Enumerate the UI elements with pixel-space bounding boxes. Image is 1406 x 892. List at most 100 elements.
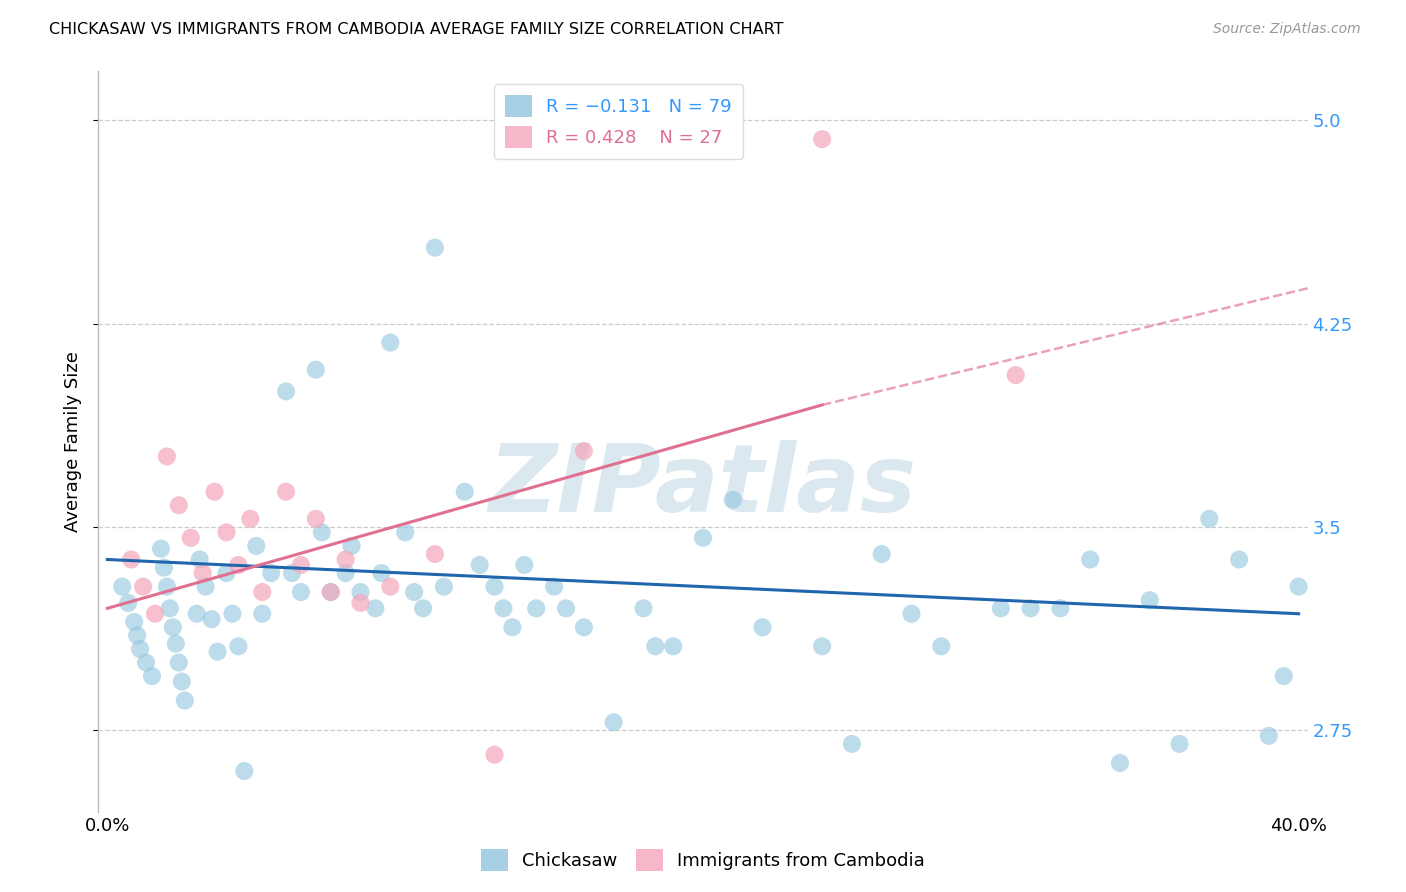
Point	[1139, 593, 1161, 607]
Point	[870, 547, 893, 561]
Point	[524, 601, 547, 615]
Point	[290, 585, 312, 599]
Point	[423, 241, 446, 255]
Point	[129, 642, 152, 657]
Point	[204, 484, 226, 499]
Point	[245, 539, 267, 553]
Y-axis label: Average Family Size: Average Family Size	[65, 351, 83, 532]
Point	[305, 362, 328, 376]
Point	[468, 558, 491, 572]
Point	[1198, 512, 1220, 526]
Point	[274, 384, 297, 399]
Point	[167, 656, 190, 670]
Point	[811, 640, 834, 654]
Legend: Chickasaw, Immigrants from Cambodia: Chickasaw, Immigrants from Cambodia	[474, 842, 932, 879]
Point	[127, 628, 149, 642]
Point	[311, 525, 333, 540]
Point	[501, 620, 523, 634]
Point	[380, 335, 402, 350]
Point	[841, 737, 863, 751]
Point	[215, 566, 238, 580]
Point	[319, 585, 342, 599]
Point	[370, 566, 392, 580]
Point	[167, 498, 190, 512]
Point	[340, 539, 363, 553]
Point	[153, 560, 176, 574]
Point	[156, 450, 179, 464]
Point	[252, 607, 274, 621]
Point	[335, 552, 357, 566]
Text: CHICKASAW VS IMMIGRANTS FROM CAMBODIA AVERAGE FAMILY SIZE CORRELATION CHART: CHICKASAW VS IMMIGRANTS FROM CAMBODIA AV…	[49, 22, 783, 37]
Point	[900, 607, 922, 621]
Point	[188, 552, 211, 566]
Point	[644, 640, 666, 654]
Text: ZIPatlas: ZIPatlas	[489, 440, 917, 532]
Point	[364, 601, 387, 615]
Point	[170, 674, 193, 689]
Point	[335, 566, 357, 580]
Point	[602, 715, 624, 730]
Point	[141, 669, 163, 683]
Point	[143, 607, 166, 621]
Point	[662, 640, 685, 654]
Point	[135, 656, 157, 670]
Point	[543, 580, 565, 594]
Point	[404, 585, 426, 599]
Point	[349, 585, 371, 599]
Point	[555, 601, 578, 615]
Point	[233, 764, 256, 778]
Point	[423, 547, 446, 561]
Point	[162, 620, 184, 634]
Point	[260, 566, 283, 580]
Point	[319, 585, 342, 599]
Point	[290, 558, 312, 572]
Point	[1109, 756, 1132, 770]
Point	[692, 531, 714, 545]
Point	[1168, 737, 1191, 751]
Point	[215, 525, 238, 540]
Legend: R = −0.131   N = 79, R = 0.428    N = 27: R = −0.131 N = 79, R = 0.428 N = 27	[494, 84, 742, 159]
Point	[1227, 552, 1250, 566]
Point	[1004, 368, 1026, 383]
Point	[349, 596, 371, 610]
Point	[1272, 669, 1295, 683]
Point	[132, 580, 155, 594]
Point	[173, 693, 195, 707]
Point	[1019, 601, 1042, 615]
Point	[572, 620, 595, 634]
Point	[111, 580, 134, 594]
Point	[412, 601, 434, 615]
Point	[274, 484, 297, 499]
Point	[433, 580, 456, 594]
Point	[149, 541, 172, 556]
Point	[281, 566, 304, 580]
Point	[165, 637, 187, 651]
Point	[633, 601, 655, 615]
Point	[194, 580, 217, 594]
Text: Source: ZipAtlas.com: Source: ZipAtlas.com	[1213, 22, 1361, 37]
Point	[990, 601, 1012, 615]
Point	[180, 531, 202, 545]
Point	[394, 525, 416, 540]
Point	[207, 645, 229, 659]
Point	[751, 620, 773, 634]
Point	[252, 585, 274, 599]
Point	[721, 492, 744, 507]
Point	[1288, 580, 1310, 594]
Point	[1049, 601, 1071, 615]
Point	[228, 640, 250, 654]
Point	[228, 558, 250, 572]
Point	[492, 601, 515, 615]
Point	[186, 607, 208, 621]
Point	[156, 580, 179, 594]
Point	[122, 615, 145, 629]
Point	[120, 552, 142, 566]
Point	[1257, 729, 1279, 743]
Point	[239, 512, 262, 526]
Point	[929, 640, 952, 654]
Point	[484, 580, 506, 594]
Point	[200, 612, 222, 626]
Point	[117, 596, 139, 610]
Point	[380, 580, 402, 594]
Point	[159, 601, 181, 615]
